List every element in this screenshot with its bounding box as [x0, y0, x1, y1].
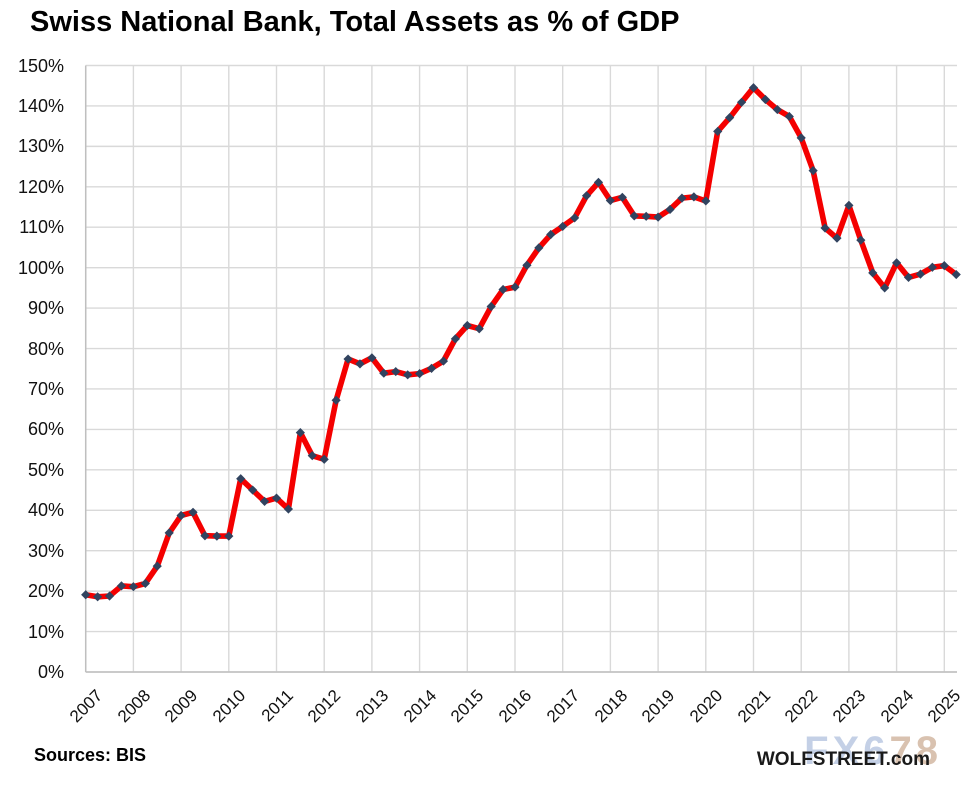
data-point-marker — [581, 191, 592, 201]
y-tick-label: 30% — [27, 540, 64, 561]
data-point-marker — [236, 474, 246, 484]
data-point-marker — [343, 354, 353, 364]
watermark-part-tan: 78 — [889, 729, 942, 773]
y-tick-label: 100% — [17, 257, 64, 278]
brand-label: WOLFSTREET.com — [756, 749, 930, 770]
data-point-marker — [677, 193, 687, 203]
data-point-marker — [152, 561, 162, 571]
data-point-marker — [892, 258, 902, 268]
data-point-marker — [522, 260, 532, 270]
y-tick-label: 80% — [27, 338, 64, 359]
y-tick-label: 0% — [37, 662, 64, 682]
data-point-marker — [283, 504, 294, 514]
data-point-marker — [736, 97, 747, 107]
data-point-marker — [629, 211, 639, 221]
data-point-marker — [188, 507, 198, 517]
data-point-marker — [725, 113, 735, 123]
data-point-marker — [653, 212, 663, 222]
data-point-marker — [271, 493, 282, 503]
data-point-marker — [808, 166, 818, 176]
data-point-marker — [915, 269, 926, 279]
data-point-marker — [403, 370, 413, 380]
y-tick-label: 60% — [27, 419, 64, 440]
data-point-marker — [450, 334, 460, 344]
data-point-marker — [796, 133, 806, 143]
data-point-marker — [593, 177, 604, 187]
data-point-marker — [665, 204, 675, 215]
data-point-marker — [570, 213, 580, 223]
source-label: Sources: BIS — [34, 745, 147, 765]
y-tick-label: 10% — [27, 621, 64, 642]
data-point-marker — [200, 531, 210, 541]
data-point-marker — [558, 221, 568, 232]
data-point-marker — [307, 451, 317, 461]
data-point-marker — [605, 195, 615, 206]
data-point-marker — [713, 126, 723, 137]
y-tick-label: 120% — [17, 176, 64, 197]
data-point-marker — [760, 94, 771, 105]
data-point-marker — [880, 283, 890, 293]
data-point-marker — [140, 578, 150, 589]
chart-title: Swiss National Bank, Total Assets as % o… — [30, 6, 680, 38]
data-point-marker — [951, 269, 961, 280]
watermark-part-blue: FX6 — [804, 729, 890, 773]
data-point-marker — [927, 262, 937, 272]
data-point-marker — [391, 366, 401, 377]
data-point-marker — [832, 233, 842, 243]
data-point-marker — [93, 592, 103, 602]
data-point-marker — [486, 301, 496, 312]
data-point-marker — [224, 531, 234, 541]
data-point-marker — [164, 528, 174, 538]
data-point-marker — [903, 272, 914, 282]
data-point-marker — [641, 211, 651, 221]
data-point-marker — [820, 223, 830, 233]
data-point-marker — [295, 428, 305, 438]
data-point-marker — [856, 235, 866, 245]
data-point-marker — [259, 496, 270, 506]
data-point-marker — [438, 356, 449, 366]
data-point-marker — [868, 268, 878, 278]
y-tick-label: 70% — [27, 378, 64, 399]
y-tick-label: 40% — [27, 500, 64, 521]
data-point-marker — [844, 200, 854, 210]
data-point-marker — [617, 192, 627, 202]
data-point-marker — [939, 261, 949, 271]
data-point-marker — [415, 369, 425, 379]
data-point-marker — [331, 395, 341, 405]
y-tick-label: 90% — [27, 298, 64, 319]
data-point-marker — [81, 590, 91, 600]
data-point-marker — [701, 196, 711, 206]
data-point-marker — [379, 368, 389, 378]
data-point-marker — [498, 284, 508, 295]
data-point-marker — [474, 324, 484, 334]
y-tick-label: 140% — [17, 95, 64, 116]
data-point-marker — [116, 581, 127, 591]
data-point-marker — [462, 320, 472, 331]
data-point-marker — [367, 353, 377, 363]
data-point-marker — [748, 83, 759, 93]
data-point-marker — [128, 582, 138, 592]
watermark: FX678 — [804, 729, 942, 774]
y-tick-label: 150% — [17, 55, 64, 76]
y-tick-label: 50% — [27, 459, 64, 480]
y-tick-label: 130% — [17, 136, 64, 157]
data-point-marker — [426, 363, 437, 373]
data-point-marker — [212, 531, 222, 541]
data-line — [82, 84, 960, 600]
data-point-marker — [534, 243, 544, 253]
data-point-marker — [546, 229, 556, 240]
data-point-marker — [689, 192, 699, 202]
data-point-marker — [176, 510, 186, 521]
data-point-marker — [104, 591, 115, 601]
y-tick-label: 20% — [27, 581, 64, 602]
data-point-marker — [355, 359, 365, 369]
data-point-marker — [510, 282, 520, 292]
data-point-marker — [772, 104, 782, 115]
data-point-marker — [319, 454, 329, 464]
data-point-marker — [248, 485, 258, 495]
data-point-marker — [784, 111, 794, 122]
y-tick-label: 110% — [19, 217, 64, 238]
